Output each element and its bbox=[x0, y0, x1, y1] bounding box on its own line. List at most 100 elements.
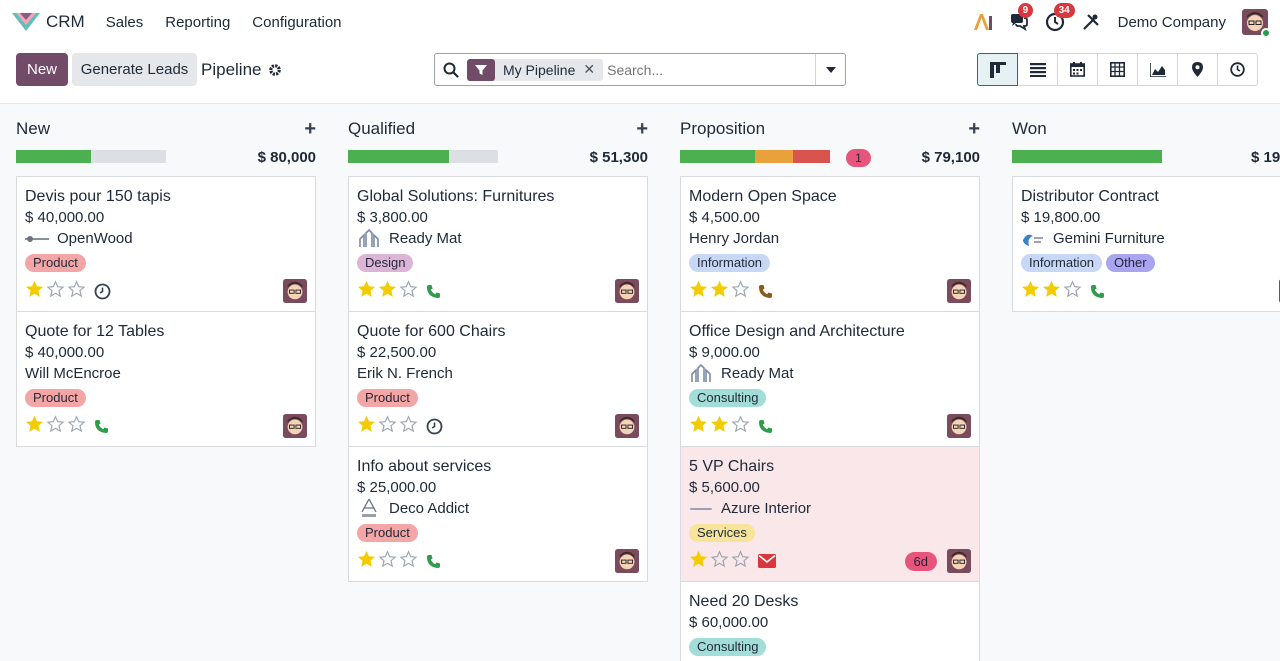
star-empty-icon[interactable] bbox=[731, 279, 750, 303]
star-empty-icon[interactable] bbox=[399, 414, 418, 438]
opportunity-card[interactable]: Distributor Contract $ 19,800.00 Gemini Fu… bbox=[1012, 176, 1280, 312]
salesperson-avatar[interactable] bbox=[947, 549, 971, 573]
ai-icon[interactable] bbox=[972, 11, 994, 33]
tools-icon[interactable] bbox=[1080, 11, 1102, 33]
progress-segment[interactable] bbox=[755, 150, 793, 163]
search-icon[interactable] bbox=[435, 62, 467, 78]
menu-configuration[interactable]: Configuration bbox=[252, 13, 342, 31]
envelope-icon[interactable] bbox=[758, 554, 776, 568]
gear-icon[interactable] bbox=[268, 63, 282, 77]
user-avatar[interactable] bbox=[1242, 9, 1271, 38]
opportunity-card[interactable]: Global Solutions: Furnitures $ 3,800.00 Re… bbox=[348, 176, 648, 312]
progress-segment[interactable] bbox=[792, 150, 830, 163]
remove-facet-icon[interactable]: ✕ bbox=[583, 61, 596, 77]
progress-segment[interactable] bbox=[16, 150, 91, 163]
column-progress-bar[interactable] bbox=[680, 150, 830, 163]
star-filled-icon[interactable] bbox=[357, 415, 376, 438]
column-progress-bar[interactable] bbox=[1012, 150, 1162, 163]
column-progress-bar[interactable] bbox=[16, 150, 166, 163]
star-empty-icon[interactable] bbox=[46, 414, 65, 438]
star-filled-icon[interactable] bbox=[710, 280, 729, 303]
activity-view-button[interactable] bbox=[1217, 53, 1258, 86]
generate-leads-button[interactable]: Generate Leads bbox=[72, 53, 197, 86]
opportunity-card[interactable]: Need 20 Desks $ 60,000.00 Consulting bbox=[680, 581, 980, 661]
clock-icon[interactable] bbox=[94, 283, 111, 300]
star-empty-icon[interactable] bbox=[399, 549, 418, 573]
menu-reporting[interactable]: Reporting bbox=[165, 13, 231, 31]
clock-icon[interactable] bbox=[426, 418, 443, 435]
search-input[interactable] bbox=[607, 61, 808, 78]
opportunity-card[interactable]: Quote for 600 Chairs $ 22,500.00 Erik N. F… bbox=[348, 311, 648, 447]
salesperson-avatar[interactable] bbox=[615, 549, 639, 573]
messages-icon[interactable]: 9 bbox=[1008, 3, 1034, 33]
app-name[interactable]: CRM bbox=[46, 12, 85, 31]
add-card-icon[interactable]: + bbox=[304, 118, 316, 140]
crm-logo-icon[interactable] bbox=[12, 11, 40, 33]
star-empty-icon[interactable] bbox=[731, 549, 750, 573]
search-facet[interactable]: My Pipeline ✕ bbox=[467, 58, 604, 81]
kanban-view-button[interactable] bbox=[977, 53, 1018, 86]
star-empty-icon[interactable] bbox=[399, 279, 418, 303]
search-options-toggle[interactable] bbox=[815, 54, 845, 85]
star-filled-icon[interactable] bbox=[25, 415, 44, 438]
progress-segment[interactable] bbox=[1012, 150, 1162, 163]
star-empty-icon[interactable] bbox=[1063, 279, 1082, 303]
search-bar[interactable]: My Pipeline ✕ bbox=[434, 53, 846, 86]
opportunity-card[interactable]: Modern Open Space $ 4,500.00 Henry Jordan I… bbox=[680, 176, 980, 312]
opportunity-card[interactable]: Quote for 12 Tables $ 40,000.00 Will McEnc… bbox=[16, 311, 316, 447]
star-filled-icon[interactable] bbox=[357, 280, 376, 303]
star-filled-icon[interactable] bbox=[1021, 280, 1040, 303]
opportunity-card[interactable]: Office Design and Architecture $ 9,000.00… bbox=[680, 311, 980, 447]
progress-segment[interactable] bbox=[680, 150, 755, 163]
add-card-icon[interactable]: + bbox=[636, 118, 648, 140]
column-title[interactable]: New bbox=[16, 119, 51, 138]
list-view-button[interactable] bbox=[1017, 53, 1058, 86]
phone-icon[interactable] bbox=[758, 419, 773, 434]
star-filled-icon[interactable] bbox=[689, 280, 708, 303]
menu-sales[interactable]: Sales bbox=[105, 13, 144, 31]
salesperson-avatar[interactable] bbox=[615, 279, 639, 303]
star-empty-icon[interactable] bbox=[378, 414, 397, 438]
progress-segment[interactable] bbox=[348, 150, 449, 163]
star-filled-icon[interactable] bbox=[689, 415, 708, 438]
star-empty-icon[interactable] bbox=[46, 279, 65, 303]
card-partner: OpenWood bbox=[25, 229, 307, 249]
card-tags: Product bbox=[357, 524, 639, 542]
star-empty-icon[interactable] bbox=[731, 414, 750, 438]
star-filled-icon[interactable] bbox=[25, 280, 44, 303]
add-card-icon[interactable]: + bbox=[968, 118, 980, 140]
star-empty-icon[interactable] bbox=[67, 414, 86, 438]
graph-view-button[interactable] bbox=[1137, 53, 1178, 86]
phone-icon[interactable] bbox=[94, 419, 109, 434]
phone-brown-icon[interactable] bbox=[758, 284, 773, 299]
column-title[interactable]: Qualified bbox=[348, 119, 416, 138]
star-filled-icon[interactable] bbox=[689, 550, 708, 573]
star-empty-icon[interactable] bbox=[67, 279, 86, 303]
star-filled-icon[interactable] bbox=[357, 550, 376, 573]
column-title[interactable]: Proposition bbox=[680, 119, 766, 138]
company-switcher[interactable]: Demo Company bbox=[1117, 13, 1226, 31]
salesperson-avatar[interactable] bbox=[283, 414, 307, 438]
star-filled-icon[interactable] bbox=[1042, 280, 1061, 303]
salesperson-avatar[interactable] bbox=[947, 279, 971, 303]
star-empty-icon[interactable] bbox=[378, 549, 397, 573]
column-title[interactable]: Won bbox=[1012, 119, 1047, 138]
opportunity-card[interactable]: 5 VP Chairs $ 5,600.00 Azure Interior Servi… bbox=[680, 446, 980, 582]
star-filled-icon[interactable] bbox=[378, 280, 397, 303]
star-empty-icon[interactable] bbox=[710, 549, 729, 573]
salesperson-avatar[interactable] bbox=[947, 414, 971, 438]
phone-icon[interactable] bbox=[1090, 284, 1105, 299]
calendar-view-button[interactable] bbox=[1057, 53, 1098, 86]
map-view-button[interactable] bbox=[1177, 53, 1218, 86]
opportunity-card[interactable]: Devis pour 150 tapis $ 40,000.00 OpenWood P… bbox=[16, 176, 316, 312]
salesperson-avatar[interactable] bbox=[615, 414, 639, 438]
salesperson-avatar[interactable] bbox=[283, 279, 307, 303]
pivot-view-button[interactable] bbox=[1097, 53, 1138, 86]
phone-icon[interactable] bbox=[426, 284, 441, 299]
column-progress-bar[interactable] bbox=[348, 150, 498, 163]
new-button[interactable]: New bbox=[16, 53, 68, 86]
activities-clock-icon[interactable]: 34 bbox=[1044, 3, 1075, 33]
phone-icon[interactable] bbox=[426, 554, 441, 569]
star-filled-icon[interactable] bbox=[710, 415, 729, 438]
opportunity-card[interactable]: Info about services $ 25,000.00 Deco Addic… bbox=[348, 446, 648, 582]
